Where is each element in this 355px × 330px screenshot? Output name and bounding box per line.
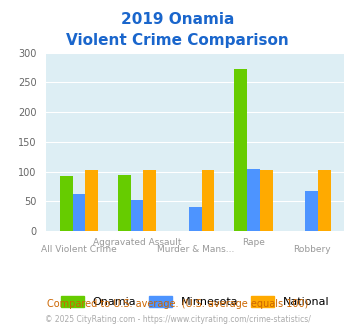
Text: Violent Crime Comparison: Violent Crime Comparison [66, 33, 289, 48]
Bar [260, 170, 273, 231]
Bar [72, 194, 85, 231]
Bar [118, 175, 131, 231]
Bar [202, 170, 214, 231]
Text: Murder & Mans...: Murder & Mans... [157, 245, 234, 254]
Text: © 2025 CityRating.com - https://www.cityrating.com/crime-statistics/: © 2025 CityRating.com - https://www.city… [45, 315, 310, 324]
Text: Aggravated Assault: Aggravated Assault [93, 238, 181, 247]
Text: All Violent Crime: All Violent Crime [41, 245, 117, 254]
Text: Rape: Rape [242, 238, 265, 247]
Bar [131, 200, 143, 231]
Bar [234, 69, 247, 231]
Bar [189, 207, 202, 231]
Bar [318, 170, 331, 231]
Bar [143, 170, 156, 231]
Bar [247, 169, 260, 231]
Bar [60, 176, 72, 231]
Bar [85, 170, 98, 231]
Bar [305, 191, 318, 231]
Text: 2019 Onamia: 2019 Onamia [121, 12, 234, 26]
Legend: Onamia, Minnesota, National: Onamia, Minnesota, National [56, 290, 335, 313]
Text: Compared to U.S. average. (U.S. average equals 100): Compared to U.S. average. (U.S. average … [47, 299, 308, 309]
Text: Robbery: Robbery [293, 245, 331, 254]
